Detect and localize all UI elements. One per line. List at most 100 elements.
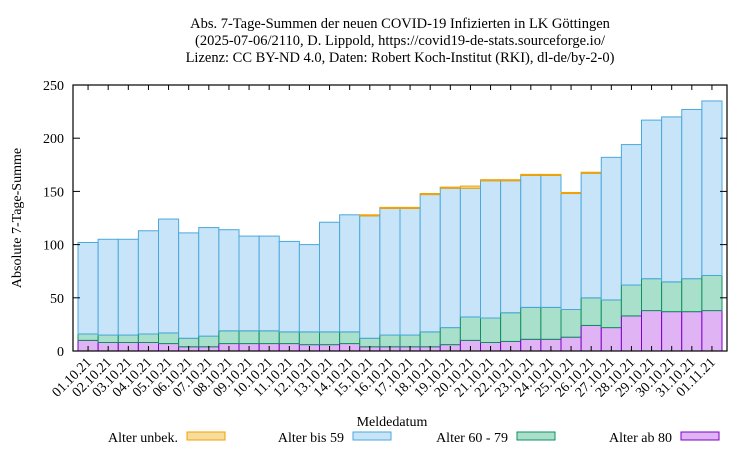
bar-alter-bis-59-09.10.21 — [238, 235, 260, 332]
bar-alter-bis-59-17.10.21 — [399, 207, 421, 336]
bar-alter-bis-59-12.10.21 — [298, 244, 321, 333]
legend-swatch-alter-bis-59 — [352, 431, 392, 441]
bar-alter-60-79-29.10.21 — [641, 278, 663, 312]
bar-alter-60-79-06.10.21 — [178, 337, 200, 348]
legend-label-alter-60-79: Alter 60 - 79 — [436, 431, 508, 446]
bar-alter-60-79-02.10.21 — [97, 334, 119, 343]
y-tick-label-50: 50 — [50, 292, 64, 307]
bar-alter-unbek--20.10.21 — [459, 185, 482, 189]
bar-alter-unbek--17.10.21 — [399, 206, 421, 209]
bar-alter-60-79-18.10.21 — [419, 331, 441, 348]
bar-alter-bis-59-11.10.21 — [278, 240, 300, 333]
bar-alter-bis-59-31.10.21 — [681, 108, 703, 280]
bar-alter-unbek--26.10.21 — [580, 171, 602, 174]
legend-swatch-alter-ab-80 — [680, 431, 720, 441]
bar-alter-60-79-03.10.21 — [117, 334, 139, 343]
title-line-1: Abs. 7-Tage-Summen der neuen COVID-19 In… — [190, 16, 610, 32]
bar-alter-60-79-08.10.21 — [218, 330, 240, 345]
bar-alter-bis-59-06.10.21 — [178, 232, 200, 339]
bar-alter-bis-59-27.10.21 — [600, 156, 622, 301]
bar-alter-unbek--24.10.21 — [540, 173, 562, 176]
bar-alter-60-79-15.10.21 — [359, 337, 381, 348]
bar-alter-bis-59-30.10.21 — [661, 116, 683, 283]
bar-alter-60-79-14.10.21 — [339, 331, 361, 345]
x-axis-label: Meldedatum — [357, 415, 428, 430]
bar-alter-ab-80-31.10.21 — [681, 311, 703, 352]
legend-swatch-alter-60-79 — [516, 431, 556, 441]
bar-alter-bis-59-03.10.21 — [117, 238, 139, 336]
bar-alter-bis-59-02.10.21 — [97, 238, 119, 336]
bar-alter-60-79-25.10.21 — [560, 309, 582, 338]
bar-alter-60-79-11.10.21 — [278, 331, 300, 345]
bar-alter-bis-59-20.10.21 — [459, 187, 482, 318]
bar-alter-bis-59-19.10.21 — [439, 187, 461, 329]
bar-alter-bis-59-13.10.21 — [319, 221, 341, 333]
bar-alter-60-79-27.10.21 — [600, 299, 622, 329]
bar-alter-bis-59-05.10.21 — [158, 218, 180, 334]
y-axis-label: Absolute 7-Tage-Summe — [10, 148, 25, 288]
bar-alter-unbek--23.10.21 — [520, 173, 542, 176]
y-tick-label-0: 0 — [57, 345, 64, 360]
legend-label-alter-ab-80: Alter ab 80 — [609, 431, 672, 446]
bar-alter-60-79-01.10.21 — [77, 333, 99, 341]
bar-alter-bis-59-01.11.21 — [701, 100, 723, 276]
bar-alter-bis-59-23.10.21 — [520, 174, 542, 308]
bar-alter-bis-59-15.10.21 — [359, 215, 381, 339]
bar-alter-unbek--25.10.21 — [560, 191, 582, 195]
bar-alter-60-79-16.10.21 — [379, 334, 401, 348]
bar-alter-60-79-01.11.21 — [701, 274, 723, 312]
bar-alter-bis-59-29.10.21 — [641, 119, 663, 280]
bar-alter-bis-59-08.10.21 — [218, 229, 240, 332]
bar-alter-bis-59-01.10.21 — [77, 241, 99, 335]
bar-alter-60-79-19.10.21 — [439, 327, 461, 346]
bar-alter-bis-59-21.10.21 — [480, 180, 502, 319]
bar-alter-ab-80-28.10.21 — [620, 315, 643, 352]
bar-alter-60-79-09.10.21 — [238, 330, 260, 345]
bar-alter-60-79-31.10.21 — [681, 278, 703, 313]
legend-label-alter-unbek-: Alter unbek. — [108, 431, 178, 446]
bar-alter-bis-59-24.10.21 — [540, 174, 562, 308]
bar-alter-60-79-21.10.21 — [480, 317, 502, 343]
bar-alter-ab-80-01.11.21 — [701, 310, 723, 352]
y-tick-label-100: 100 — [43, 239, 64, 254]
bar-alter-bis-59-25.10.21 — [560, 193, 582, 311]
bar-alter-unbek--21.10.21 — [480, 179, 502, 182]
bar-alter-60-79-20.10.21 — [459, 316, 482, 341]
bar-alter-bis-59-14.10.21 — [339, 214, 361, 333]
legend-swatch-alter-unbek- — [186, 431, 226, 441]
bar-alter-bis-59-28.10.21 — [620, 144, 643, 286]
bar-alter-bis-59-16.10.21 — [379, 207, 401, 336]
bar-alter-bis-59-04.10.21 — [137, 230, 160, 335]
bar-alter-unbek--18.10.21 — [419, 193, 441, 196]
y-tick-label-250: 250 — [43, 79, 64, 94]
bar-alter-60-79-17.10.21 — [399, 334, 421, 348]
bar-alter-unbek--15.10.21 — [359, 214, 381, 217]
legend-label-alter-bis-59: Alter bis 59 — [278, 431, 344, 446]
plot-frame — [72, 84, 728, 352]
bar-alter-60-79-05.10.21 — [158, 332, 180, 345]
bar-alter-bis-59-18.10.21 — [419, 194, 441, 333]
bar-alter-60-79-30.10.21 — [661, 281, 683, 313]
y-tick-label-200: 200 — [43, 132, 64, 147]
legend: Alter unbek. Alter bis 59 Alter 60 - 79 Alt… — [108, 431, 720, 446]
bar-alter-60-79-10.10.21 — [258, 330, 280, 345]
title-line-3: Lizenz: CC BY-ND 4.0, Daten: Robert Koch… — [185, 50, 615, 66]
bar-alter-unbek--19.10.21 — [439, 186, 461, 189]
bar-alter-60-79-24.10.21 — [540, 306, 562, 340]
bar-alter-bis-59-10.10.21 — [258, 235, 280, 332]
bar-alter-60-79-22.10.21 — [500, 312, 522, 342]
bar-alter-ab-80-29.10.21 — [641, 310, 663, 352]
bar-alter-60-79-12.10.21 — [298, 331, 321, 346]
bar-alter-bis-59-26.10.21 — [580, 172, 602, 299]
chart-title: Abs. 7-Tage-Summen der neuen COVID-19 In… — [55, 16, 745, 67]
y-tick-label-150: 150 — [43, 185, 64, 200]
title-line-2: (2025-07-06/2110, D. Lippold, https://co… — [195, 33, 605, 49]
bar-alter-unbek--22.10.21 — [500, 179, 522, 182]
bar-alter-60-79-04.10.21 — [137, 333, 160, 343]
bar-alter-bis-59-22.10.21 — [500, 180, 522, 314]
bar-alter-bis-59-07.10.21 — [198, 227, 220, 337]
bar-alter-60-79-26.10.21 — [580, 297, 602, 326]
bars-layer — [77, 100, 723, 352]
bar-alter-60-79-13.10.21 — [319, 331, 341, 346]
